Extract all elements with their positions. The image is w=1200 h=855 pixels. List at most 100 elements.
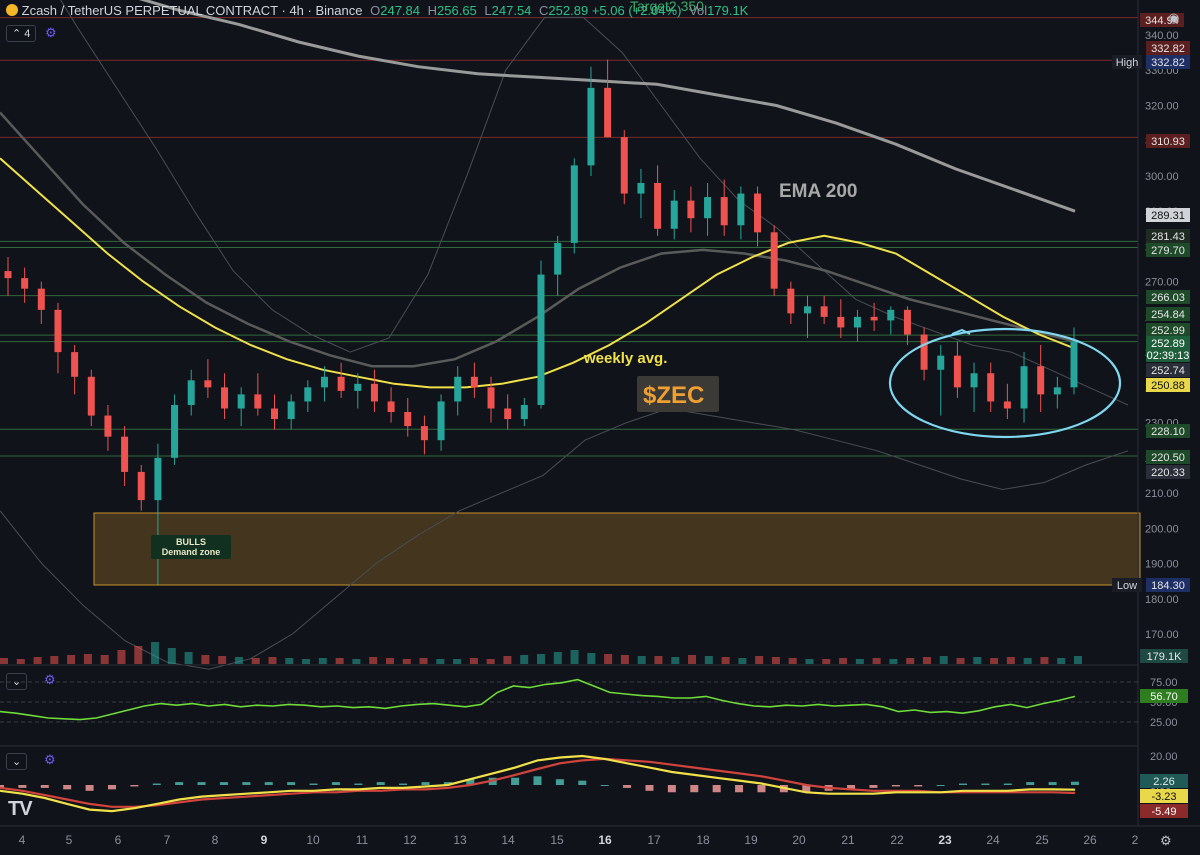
- macd-histogram-bar: [645, 785, 654, 791]
- candle-body: [620, 137, 628, 194]
- indicator-count-badge[interactable]: ⌃ 4: [6, 25, 37, 42]
- price-tag-label: 281.43: [1151, 231, 1185, 243]
- time-tick-label: 12: [403, 833, 417, 847]
- weekly-avg-label: weekly avg.: [583, 350, 667, 367]
- price-tick-label: 210.00: [1145, 488, 1179, 500]
- time-tick-label: 6: [115, 833, 122, 847]
- rsi-collapse-button[interactable]: ⌄: [6, 673, 28, 690]
- volume-bar: [973, 657, 982, 664]
- candle-body: [370, 383, 378, 402]
- candle-body: [1003, 401, 1011, 409]
- volume-bar: [369, 657, 378, 664]
- price-tag-bg: [1112, 55, 1142, 69]
- volume-bar: [167, 648, 176, 664]
- volume-bar: [100, 655, 109, 664]
- rsi-tick-label: 25.00: [1150, 717, 1178, 729]
- volume-bar: [67, 655, 76, 664]
- price-tag-label: 250.88: [1151, 380, 1185, 392]
- macd-histogram-bar: [421, 782, 430, 785]
- ohlc-high: 256.65: [437, 3, 477, 18]
- time-tick-label: 17: [647, 833, 661, 847]
- macd-histogram-bar: [219, 782, 228, 785]
- tradingview-logo-icon[interactable]: TV: [8, 798, 33, 820]
- candle-body: [570, 165, 578, 243]
- candle-body: [54, 309, 62, 353]
- rsi-settings-icon[interactable]: ⚙: [44, 672, 56, 687]
- time-tick-label: 4: [19, 833, 26, 847]
- interval[interactable]: 4h: [289, 3, 304, 18]
- volume-bars: [0, 642, 1082, 664]
- macd-histogram-bar: [690, 785, 699, 793]
- indicator-settings-icon[interactable]: ⚙: [45, 25, 57, 40]
- volume-bar: [268, 657, 277, 664]
- volume-bar: [537, 654, 545, 664]
- volume-bar: [1023, 658, 1032, 664]
- volume-value: 179.1K: [707, 3, 749, 18]
- candle-body: [4, 271, 12, 279]
- macd-histogram-bar: [959, 783, 968, 785]
- macd-histogram-bar: [443, 782, 452, 785]
- price-tag-label: 332.82: [1151, 57, 1185, 69]
- macd-histogram-bar: [107, 785, 116, 790]
- macd-collapse-button[interactable]: ⌄: [6, 753, 28, 770]
- candle-body: [537, 274, 545, 405]
- settings-gear-icon[interactable]: ⚙: [1160, 833, 1172, 848]
- volume-bar: [1074, 656, 1082, 664]
- candle-body: [204, 380, 212, 388]
- volume-bar: [688, 655, 697, 664]
- bollinger-bands: [0, 0, 1129, 670]
- price-tick-label: 170.00: [1145, 629, 1179, 641]
- candle-body: [171, 404, 179, 458]
- macd-histogram-bar: [130, 785, 139, 787]
- price-tag-label: 310.93: [1151, 136, 1185, 148]
- volume-value-tag-bg: [1140, 649, 1188, 663]
- price-tags: 344.94 332.82 High 332.82 310.93 289.31 281.43…: [1112, 13, 1190, 818]
- volume-bar: [302, 659, 311, 664]
- candle-body: [670, 200, 678, 229]
- ticker-label: $ZEC: [643, 382, 704, 409]
- macd-tick-label: 20.00: [1150, 751, 1178, 763]
- macd-value-tag: -3.23: [1151, 791, 1176, 803]
- ema200-label: EMA 200: [779, 181, 858, 202]
- symbol-title[interactable]: Zcash / TetherUS PERPETUAL CONTRACT: [21, 3, 278, 18]
- volume-bar: [335, 658, 344, 664]
- camera-icon[interactable]: ◉: [1168, 10, 1180, 25]
- macd-signal-tag-bg: [1140, 804, 1188, 818]
- price-tag-bg: [1146, 243, 1190, 257]
- price-tag-bg: [1146, 424, 1190, 438]
- volume-bar: [352, 659, 361, 664]
- candle-body: [937, 355, 945, 370]
- macd-value-tag-bg: [1140, 789, 1188, 803]
- volume-bar: [721, 657, 730, 664]
- volume-bar: [939, 656, 948, 664]
- ohlc-low: 247.54: [491, 3, 532, 18]
- macd-histogram-bar: [712, 785, 721, 793]
- time-tick-label: 20: [792, 833, 806, 847]
- candle-body: [604, 87, 612, 138]
- time-axis[interactable]: 4 5 6 7 8 9 10 11 12 13 14 15 16 17 18 19 20 21 22 23 24 25 26…: [19, 833, 1139, 847]
- volume-bar: [553, 652, 562, 664]
- volume-bar: [134, 646, 143, 664]
- price-tick-label: 300.00: [1145, 171, 1179, 183]
- macd-histogram-bar: [1026, 782, 1035, 785]
- candle-body: [820, 306, 828, 317]
- price-tag-bg: [1146, 578, 1190, 592]
- volume-bar: [16, 659, 25, 664]
- volume-bar: [738, 658, 747, 664]
- candle-body: [71, 352, 79, 377]
- price-tag-label: 279.70: [1151, 245, 1185, 257]
- candle-body: [404, 412, 412, 427]
- volume-bar: [855, 659, 864, 664]
- rsi-line: [0, 678, 1076, 721]
- macd-histogram-bar: [354, 783, 363, 785]
- volume-bar: [469, 658, 478, 664]
- candle-body: [37, 288, 45, 310]
- time-tick-label: 19: [744, 833, 758, 847]
- ohlc-close: 252.89: [548, 3, 589, 18]
- ticker-label-bg: [637, 376, 719, 412]
- time-tick-label: 13: [453, 833, 467, 847]
- macd-settings-icon[interactable]: ⚙: [44, 752, 56, 767]
- demand-zone-box: [93, 512, 1141, 586]
- volume-bar: [385, 658, 394, 664]
